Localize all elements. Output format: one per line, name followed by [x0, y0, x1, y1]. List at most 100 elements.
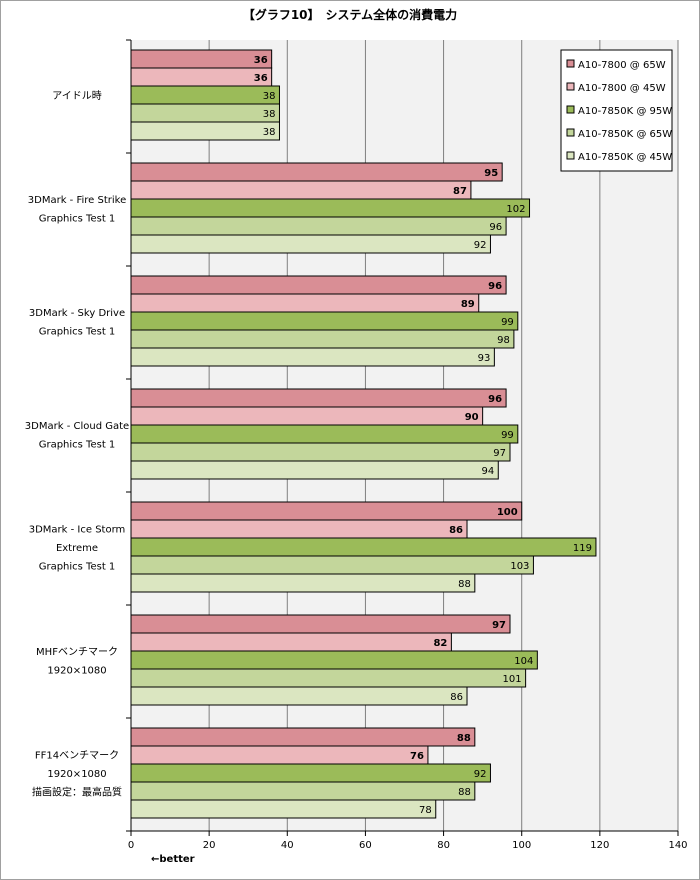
data-label: 99 — [501, 317, 514, 328]
data-label: 96 — [488, 394, 502, 405]
x-tick-label: 100 — [512, 840, 531, 851]
bar — [130, 632, 452, 652]
data-label: 88 — [457, 733, 471, 744]
data-label: 99 — [501, 430, 514, 441]
bar — [130, 180, 472, 200]
data-label: 94 — [482, 466, 495, 477]
data-label: 89 — [461, 299, 475, 310]
bar — [130, 668, 527, 688]
data-label: 36 — [254, 55, 268, 66]
data-label: 86 — [450, 692, 463, 703]
bar — [130, 216, 507, 236]
bar — [130, 85, 280, 105]
x-tick-label: 80 — [437, 840, 450, 851]
category-label: アイドル時 — [52, 90, 102, 102]
x-tick-label: 120 — [590, 840, 609, 851]
bar — [130, 406, 484, 426]
bar — [130, 162, 503, 182]
category-label: 3DMark - Fire Strike — [28, 195, 126, 206]
bar — [130, 727, 476, 747]
data-label: 98 — [497, 335, 510, 346]
bar — [130, 686, 468, 706]
bar — [130, 388, 507, 408]
bar — [130, 614, 511, 634]
better-note: ←better — [151, 854, 195, 865]
bar — [130, 311, 519, 331]
data-label: 93 — [478, 353, 491, 364]
bar — [130, 424, 519, 444]
data-label: 82 — [433, 638, 447, 649]
legend-label: A10-7850K @ 95W — [578, 106, 672, 117]
data-label: 38 — [263, 91, 276, 102]
category-label: Graphics Test 1 — [39, 213, 116, 224]
legend-swatch — [566, 82, 575, 91]
bar — [130, 198, 531, 218]
bar — [130, 442, 511, 462]
category-label: 3DMark - Ice Storm — [29, 525, 126, 536]
bar — [130, 103, 280, 123]
data-label: 38 — [263, 109, 276, 120]
data-label: 100 — [497, 507, 518, 518]
bar — [130, 573, 476, 593]
x-tick-label: 40 — [281, 840, 294, 851]
bar — [130, 49, 273, 69]
data-label: 101 — [503, 674, 522, 685]
bar — [130, 519, 468, 539]
data-label: 96 — [489, 222, 502, 233]
legend-label: A10-7800 @ 65W — [578, 60, 666, 71]
legend-swatch — [566, 128, 575, 137]
bar — [130, 799, 437, 819]
data-label: 97 — [492, 620, 506, 631]
category-label: Graphics Test 1 — [39, 326, 116, 337]
bar — [130, 555, 534, 575]
legend-box — [560, 49, 673, 172]
legend-label: A10-7850K @ 65W — [578, 129, 672, 140]
bar — [130, 781, 476, 801]
bar — [130, 275, 507, 295]
category-label: MHFベンチマーク — [36, 646, 118, 658]
data-label: 95 — [484, 168, 498, 179]
data-label: 97 — [493, 448, 506, 459]
bar — [130, 234, 491, 254]
data-label: 96 — [488, 281, 502, 292]
bar — [130, 347, 495, 367]
category-label: Extreme — [56, 543, 98, 554]
data-label: 104 — [514, 656, 533, 667]
data-label: 78 — [419, 805, 432, 816]
data-label: 38 — [263, 127, 276, 138]
data-label: 92 — [474, 240, 487, 251]
bar — [130, 121, 280, 141]
data-label: 119 — [573, 543, 592, 554]
data-label: 36 — [254, 73, 268, 84]
category-label: 3DMark - Sky Drive — [29, 308, 125, 319]
bar — [130, 763, 491, 783]
category-label: 1920×1080 — [47, 665, 106, 676]
data-label: 88 — [458, 787, 471, 798]
x-tick-label: 20 — [203, 840, 216, 851]
data-label: 102 — [506, 204, 525, 215]
x-tick-label: 140 — [668, 840, 687, 851]
data-label: 88 — [458, 579, 471, 590]
bar — [130, 537, 597, 557]
chart-title: 【グラフ10】 システム全体の消費電力 — [243, 7, 457, 22]
data-label: 90 — [465, 412, 479, 423]
x-tick-label: 60 — [359, 840, 372, 851]
bar — [130, 745, 429, 765]
legend-label: A10-7850K @ 45W — [578, 152, 672, 163]
data-label: 92 — [474, 769, 487, 780]
category-label: 3DMark - Cloud Gate — [25, 421, 129, 432]
data-label: 76 — [410, 751, 424, 762]
data-label: 87 — [453, 186, 467, 197]
category-label: Graphics Test 1 — [39, 439, 116, 450]
bar — [130, 501, 523, 521]
bar — [130, 293, 480, 313]
legend-label: A10-7800 @ 45W — [578, 83, 666, 94]
category-label: Graphics Test 1 — [39, 562, 116, 573]
bar — [130, 460, 499, 480]
data-label: 103 — [510, 561, 529, 572]
category-label: 描画設定：最高品質 — [32, 786, 122, 799]
x-tick-label: 0 — [128, 840, 134, 851]
legend-swatch — [566, 59, 575, 68]
category-label: 1920×1080 — [47, 769, 106, 780]
